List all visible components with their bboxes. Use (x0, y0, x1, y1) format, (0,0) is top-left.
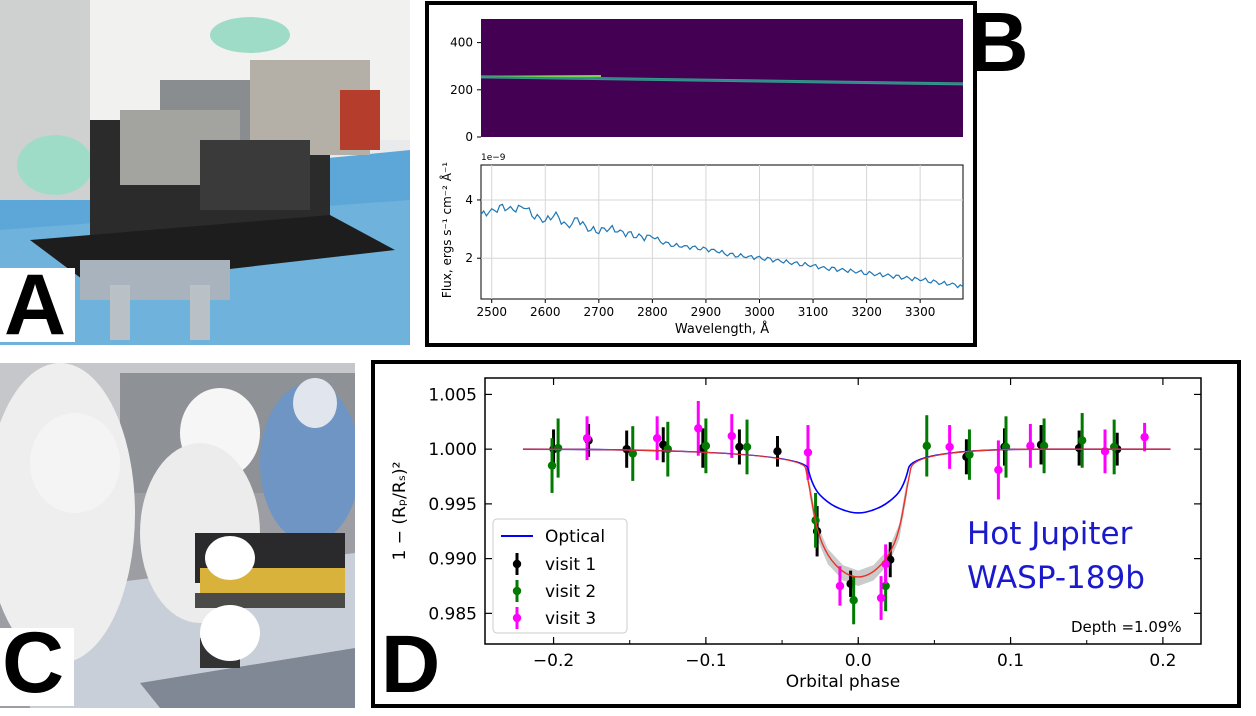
data-point-visit-1 (773, 447, 782, 456)
spectrum-xtick-label: 3000 (744, 305, 775, 319)
spectrum-ytick-label: 4 (465, 193, 473, 207)
spectrum-xtick-label: 3100 (798, 305, 829, 319)
data-point-visit-3 (582, 434, 592, 443)
planet-annotation-line2: WASP-189b (967, 560, 1145, 596)
data-point-visit-2 (547, 461, 557, 470)
data-point-visit-2 (742, 442, 752, 452)
data-point-visit-2 (628, 449, 637, 458)
data-point-visit-3 (727, 431, 736, 441)
spectrum-ytick-label: 2 (465, 251, 473, 265)
heatmap-ytick-label: 200 (450, 83, 473, 97)
data-point-visit-3 (1026, 441, 1035, 451)
spectrum-figure: 0 200 400 2500 2600 2700 2800 2900 3000 3100 3200 3… (439, 19, 964, 337)
spectrum-xtick-label: 2500 (476, 305, 507, 319)
spectrum-x-axis-label: Wavelength, Å (675, 321, 769, 337)
panel-d: −0.2 −0.1 0.0 0.1 0.2 0.985 0.990 0.995 1.000 1.0… (371, 360, 1241, 708)
data-point-visit-3 (835, 581, 845, 591)
data-point-visit-2 (881, 581, 890, 591)
lightcurve-xtick-label: 0.0 (845, 651, 872, 671)
spectrum-xtick-label: 3200 (851, 305, 882, 319)
data-point-visit-2 (849, 596, 858, 605)
legend-label-optical: Optical (545, 527, 605, 547)
data-point-visit-2 (663, 444, 673, 454)
lightcurve-x-axis-label: Orbital phase (786, 672, 900, 692)
photo-a-illustration (0, 0, 410, 345)
lightcurve-xtick-label: −0.1 (685, 651, 726, 671)
panel-label-d: D (381, 619, 441, 710)
transit-depth-label: Depth =1.09% (1071, 618, 1182, 636)
spectrum-y-scale-label: 1e−9 (481, 153, 506, 163)
panel-b: 0 200 400 2500 2600 2700 2800 2900 3000 3100 3200 3… (425, 1, 977, 347)
lightcurve-xtick-label: 0.2 (1149, 651, 1176, 671)
data-point-visit-3 (803, 448, 813, 457)
lightcurve-ytick-label: 0.985 (428, 604, 477, 624)
transit-light-curve: −0.2 −0.1 0.0 0.1 0.2 0.985 0.990 0.995 1.000 1.0… (390, 377, 1202, 692)
lightcurve-ytick-label: 0.990 (428, 550, 477, 570)
lightcurve-xtick-label: 0.1 (997, 651, 1024, 671)
model-line-optical (523, 448, 1171, 514)
lightcurve-ytick-label: 1.005 (428, 385, 477, 405)
data-point-visit-2 (553, 443, 563, 453)
spectrum-xtick-label: 2800 (637, 305, 668, 319)
heatmap-ytick-label: 400 (450, 36, 473, 50)
data-point-visit-3 (1140, 432, 1149, 442)
spectrum-line (480, 203, 964, 289)
data-point-visit-1 (622, 444, 631, 454)
data-point-visit-3 (881, 559, 890, 569)
data-point-visit-2 (701, 441, 711, 451)
data-point-visit-3 (694, 424, 703, 433)
data-point-visit-3 (652, 434, 662, 443)
legend-label-visit-2: visit 2 (545, 582, 596, 602)
data-point-visit-1 (735, 442, 744, 452)
spectrum-axes-frame (480, 164, 964, 300)
legend-label-visit-3: visit 3 (545, 609, 596, 629)
panel-label-c: C (2, 615, 65, 711)
data-point-visit-3 (876, 593, 886, 603)
lightcurve-y-axis-label: 1 − (Rₚ/Rₛ)² (390, 462, 410, 561)
panel-label-b: B (968, 0, 1029, 89)
data-point-visit-2 (1039, 441, 1049, 451)
legend-marker-visit-3 (512, 613, 522, 623)
legend-label-visit-1: visit 1 (545, 555, 596, 575)
spectrum-xtick-label: 3300 (905, 305, 936, 319)
model-line-fit (523, 448, 1171, 578)
lightcurve-xtick-label: −0.2 (533, 651, 574, 671)
spectrum-xtick-label: 2900 (691, 305, 722, 319)
spectrum-y-axis-label: Flux, ergs s⁻¹ cm⁻² Å⁻¹ (439, 162, 454, 298)
spectrum-xtick-label: 2600 (530, 305, 561, 319)
lightcurve-ytick-label: 1.000 (428, 440, 477, 460)
spectrum-xtick-label: 2700 (584, 305, 615, 319)
data-point-visit-2 (922, 441, 931, 451)
lightcurve-ytick-label: 0.995 (428, 495, 477, 515)
data-point-visit-3 (994, 465, 1003, 475)
model-uncertainty-band (809, 479, 907, 586)
planet-annotation-line1: Hot Jupiter (967, 516, 1133, 552)
legend-marker-visit-1 (512, 559, 522, 569)
heatmap-trace (480, 76, 964, 85)
heatmap-ytick-label: 0 (465, 130, 473, 144)
data-point-visit-2 (1077, 436, 1087, 445)
photo-panel-a (0, 0, 410, 345)
data-point-visit-2 (965, 450, 974, 459)
data-point-visit-3 (945, 442, 954, 452)
legend-box (492, 518, 628, 634)
legend-marker-visit-2 (512, 586, 522, 596)
panel-label-a: A (4, 257, 67, 353)
